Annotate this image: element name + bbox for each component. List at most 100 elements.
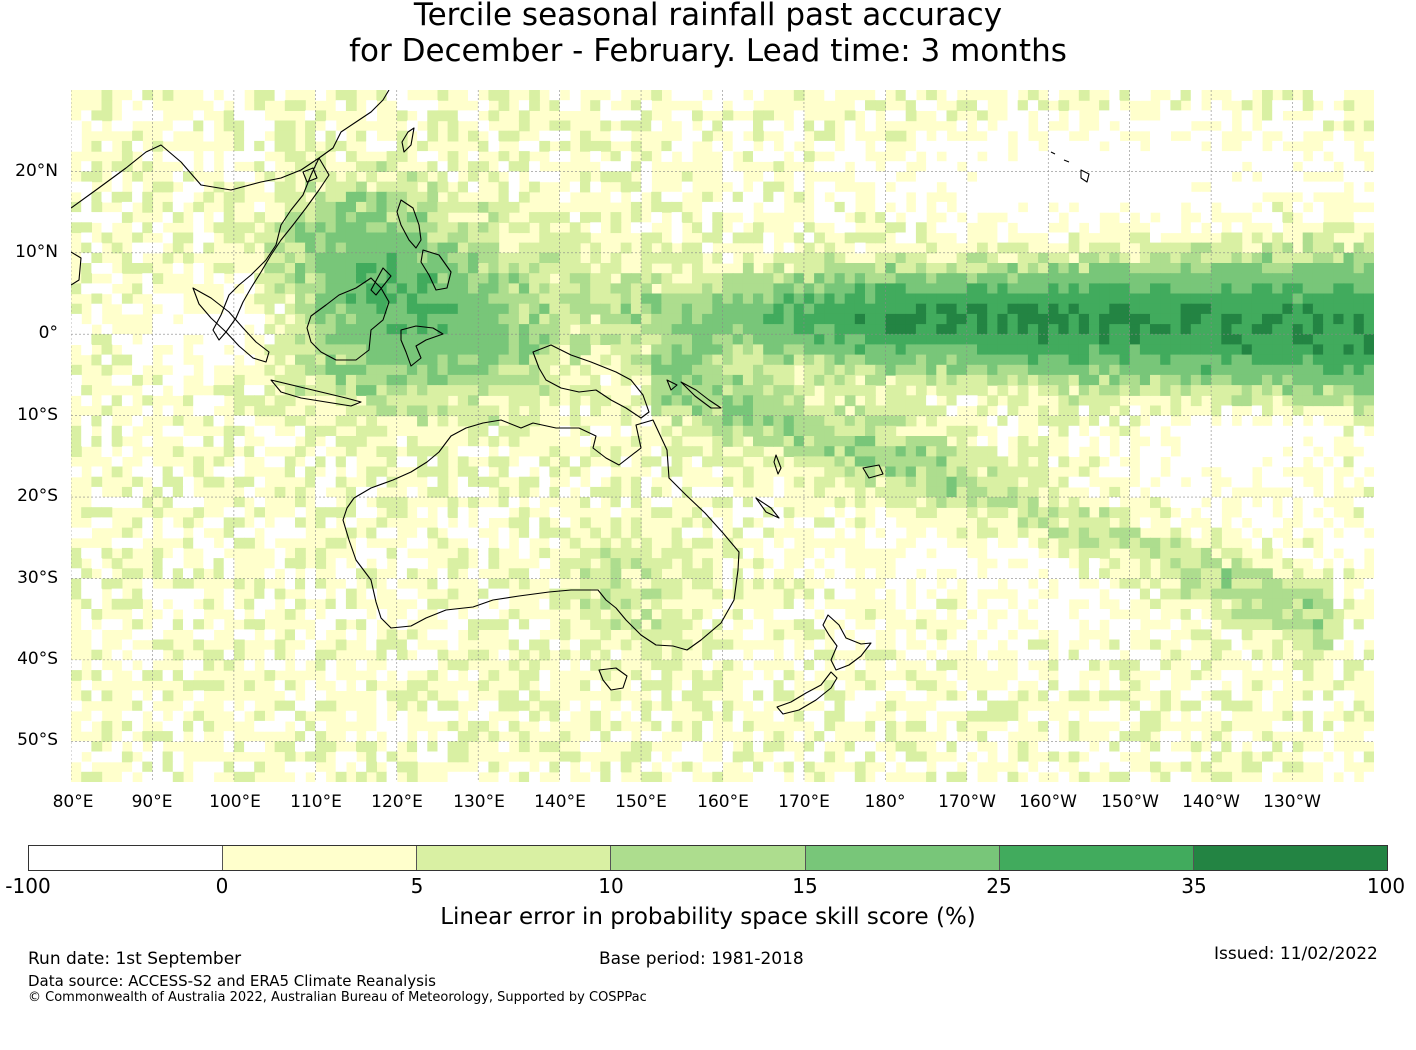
skill-cell	[722, 344, 734, 356]
skill-cell	[1323, 232, 1334, 244]
skill-cell	[803, 670, 815, 681]
skill-cell	[865, 344, 876, 356]
skill-cell	[1221, 273, 1233, 284]
skill-cell	[671, 466, 683, 478]
skill-cell	[162, 374, 174, 386]
skill-cell	[915, 191, 927, 203]
skill-cell	[356, 619, 367, 630]
skill-cell	[742, 659, 754, 671]
skill-cell	[1017, 466, 1029, 478]
skill-cell	[386, 649, 398, 661]
skill-cell	[539, 130, 551, 142]
skill-cell	[844, 700, 856, 712]
skill-cell	[406, 263, 418, 274]
skill-cell	[824, 140, 836, 152]
skill-cell	[447, 303, 459, 315]
skill-cell	[1089, 588, 1100, 600]
skill-cell	[1190, 171, 1202, 183]
skill-cell	[1272, 212, 1283, 223]
skill-cell	[875, 537, 886, 549]
skill-cell	[712, 588, 724, 600]
skill-cell	[325, 436, 337, 447]
skill-cell	[305, 252, 316, 264]
skill-cell	[305, 263, 316, 274]
skill-cell	[946, 670, 958, 681]
skill-cell	[1211, 456, 1222, 468]
skill-cell	[610, 130, 622, 142]
skill-cell	[702, 517, 713, 529]
skill-cell	[824, 415, 836, 427]
skill-cell	[1109, 140, 1121, 152]
skill-cell	[692, 374, 703, 386]
skill-cell	[783, 242, 795, 254]
skill-cell	[997, 466, 1009, 478]
skill-cell	[590, 466, 601, 478]
skill-cell	[661, 395, 673, 407]
skill-cell	[1221, 242, 1233, 254]
skill-cell	[213, 517, 225, 529]
skill-cell	[335, 639, 347, 651]
skill-cell	[885, 517, 897, 529]
skill-cell	[641, 293, 652, 305]
skill-cell	[1078, 90, 1090, 101]
skill-cell	[284, 436, 296, 447]
skill-cell	[905, 354, 917, 366]
skill-cell	[172, 466, 184, 478]
skill-cell	[152, 558, 164, 569]
skill-cell	[610, 151, 622, 162]
skill-cell	[172, 201, 184, 213]
skill-cell	[559, 140, 571, 152]
skill-cell	[661, 405, 673, 417]
skill-cell	[905, 344, 917, 356]
skill-cell	[1302, 629, 1314, 641]
skill-cell	[508, 191, 520, 203]
skill-cell	[946, 446, 958, 457]
skill-cell	[376, 710, 388, 722]
skill-cell	[966, 364, 978, 376]
skill-cell	[977, 110, 988, 122]
skill-cell	[946, 334, 958, 345]
skill-cell	[396, 110, 408, 122]
skill-cell	[1282, 303, 1294, 315]
skill-cell	[1038, 171, 1049, 183]
skill-cell	[468, 313, 479, 325]
skill-cell	[233, 171, 245, 183]
skill-cell	[569, 344, 581, 356]
skill-cell	[386, 252, 398, 264]
skill-cell	[1058, 527, 1070, 539]
skill-cell	[1190, 283, 1202, 295]
skill-cell	[335, 130, 347, 142]
skill-cell	[101, 436, 113, 447]
skill-cell	[162, 354, 174, 366]
skill-cell	[620, 537, 632, 549]
skill-cell	[854, 456, 866, 468]
skill-cell	[814, 405, 825, 417]
skill-cell	[1241, 619, 1253, 630]
skill-cell	[518, 222, 530, 234]
skill-cell	[498, 334, 510, 345]
skill-cell	[1068, 517, 1080, 529]
skill-cell	[722, 395, 734, 407]
skill-cell	[1323, 466, 1334, 478]
skill-cell	[1343, 364, 1355, 376]
skill-cell	[1282, 578, 1294, 590]
skill-cell	[651, 334, 662, 345]
skill-cell	[559, 568, 571, 580]
skill-cell	[142, 283, 154, 295]
skill-cell	[1139, 568, 1151, 580]
skill-cell	[284, 374, 296, 386]
skill-cell	[295, 558, 306, 569]
skill-cell	[295, 466, 306, 478]
skill-cell	[1007, 700, 1019, 712]
skill-cell	[468, 527, 479, 539]
skill-cell	[396, 273, 408, 284]
skill-cell	[1353, 405, 1365, 417]
skill-cell	[824, 456, 836, 468]
skill-cell	[915, 558, 927, 569]
skill-cell	[559, 486, 571, 498]
skill-cell	[244, 120, 255, 132]
skill-cell	[977, 171, 988, 183]
skill-cell	[824, 242, 836, 254]
skill-cell	[1007, 201, 1019, 213]
skill-cell	[1302, 547, 1314, 559]
